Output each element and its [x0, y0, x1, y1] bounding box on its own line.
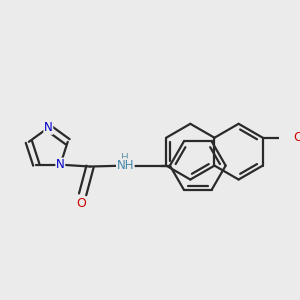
Text: O: O	[77, 197, 87, 210]
Text: NH: NH	[117, 159, 134, 172]
Text: H: H	[122, 153, 129, 163]
Text: N: N	[44, 121, 53, 134]
Text: N: N	[56, 158, 65, 171]
Text: O: O	[293, 131, 300, 144]
